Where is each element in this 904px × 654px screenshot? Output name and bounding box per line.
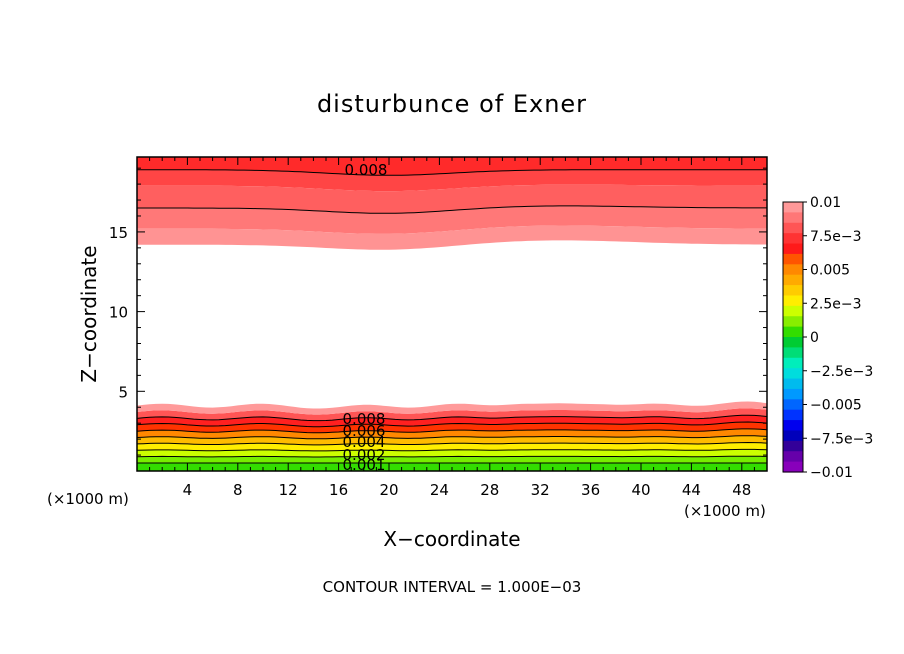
colorbar-label: 0.01 <box>810 195 841 211</box>
contour-label: 0.008 <box>345 161 388 179</box>
x-tick-label: 36 <box>581 481 600 499</box>
colorbar-swatch <box>783 399 803 411</box>
contour-line <box>136 421 768 428</box>
contour-label: 0.002 <box>343 446 386 464</box>
x-tick-label: 40 <box>631 481 650 499</box>
x-tick-label: 20 <box>379 481 398 499</box>
colorbar-swatch <box>783 430 803 442</box>
colorbar-label: 0.005 <box>810 263 850 279</box>
x-tick-label: 32 <box>531 481 550 499</box>
colorbar-swatch <box>783 347 803 359</box>
colorbar-swatch <box>783 420 803 432</box>
x-tick-label: 12 <box>279 481 298 499</box>
contour-line <box>136 448 768 452</box>
colorbar-label: −7.5e−3 <box>810 431 873 447</box>
colorbar-swatch <box>783 305 803 317</box>
colorbar-swatch <box>783 212 803 224</box>
colorbar-swatch <box>783 326 803 338</box>
contour-line <box>136 435 768 440</box>
lower-band <box>137 435 767 445</box>
contour-line <box>137 205 767 214</box>
colorbar-swatch <box>783 295 803 307</box>
y-tick-label: 5 <box>118 383 128 401</box>
lower-band <box>137 428 767 439</box>
colorbar-swatch <box>783 222 803 234</box>
colorbar-swatch <box>783 233 803 245</box>
x-axis: 4 8 12 16 20 24 28 32 36 40 44 48 <box>149 157 755 499</box>
x-unit-right: (×1000 m) <box>684 502 766 520</box>
colorbar-swatch <box>783 440 803 452</box>
colorbar-swatch <box>783 264 803 276</box>
lower-band <box>137 449 767 457</box>
upper-band <box>137 169 767 192</box>
contour-line <box>136 455 768 458</box>
colorbar-swatch <box>783 388 803 400</box>
colorbar-label: −2.5e−3 <box>810 364 873 380</box>
colorbar-label: 0 <box>810 330 819 346</box>
contour-label: 0.006 <box>343 422 386 440</box>
colorbar-swatch <box>783 337 803 348</box>
lower-band <box>137 401 767 415</box>
upper-band <box>137 157 767 176</box>
colorbar-swatch <box>783 409 803 421</box>
y-tick-label: 10 <box>109 304 128 322</box>
contour-line <box>136 441 768 446</box>
x-tick-label: 24 <box>430 481 449 499</box>
colorbar: 0.01 7.5e−3 0.005 2.5e−3 0 −2.5e−3 −0.005 −7.5e… <box>782 195 873 481</box>
colorbar-swatch <box>783 202 803 213</box>
colorbar-swatch <box>783 243 803 255</box>
contour-label: 0.004 <box>343 433 386 451</box>
colorbar-label: 7.5e−3 <box>810 229 862 245</box>
y-axis: 5 10 15 <box>109 167 767 456</box>
colorbar-label: −0.01 <box>810 465 853 481</box>
colorbar-swatch <box>783 316 803 328</box>
lower-band <box>137 456 767 463</box>
x-axis-label: X−coordinate <box>383 527 520 551</box>
upper-band <box>137 205 767 234</box>
x-unit-left: (×1000 m) <box>47 490 129 508</box>
colorbar-swatch <box>783 451 803 463</box>
colorbar-swatch <box>783 357 803 369</box>
chart-title: disturbunce of Exner <box>317 90 587 118</box>
plot-area <box>136 157 768 471</box>
lower-band <box>137 408 767 421</box>
x-tick-label: 4 <box>183 481 193 499</box>
contour-label: 0.001 <box>343 456 386 474</box>
colorbar-label: −0.005 <box>810 398 862 414</box>
contour-line <box>137 169 767 176</box>
colorbar-swatch <box>783 274 803 286</box>
x-tick-label: 48 <box>732 481 751 499</box>
upper-band <box>137 225 767 250</box>
contour-label: 0.008 <box>343 410 386 428</box>
contour-line <box>136 428 768 434</box>
colorbar-swatch <box>783 378 803 390</box>
colorbar-swatch <box>783 285 803 297</box>
contour-line <box>136 414 768 422</box>
x-tick-label: 44 <box>682 481 701 499</box>
colorbar-label: 2.5e−3 <box>810 296 862 312</box>
x-tick-label: 28 <box>480 481 499 499</box>
x-tick-label: 8 <box>233 481 243 499</box>
colorbar-swatch <box>783 253 803 265</box>
colorbar-swatch <box>783 368 803 380</box>
contour-interval-note: CONTOUR INTERVAL = 1.000E−03 <box>323 578 582 596</box>
y-tick-label: 15 <box>109 224 128 242</box>
y-axis-label: Z−coordinate <box>77 245 101 382</box>
colorbar-swatch <box>783 461 803 473</box>
x-tick-label: 16 <box>329 481 348 499</box>
